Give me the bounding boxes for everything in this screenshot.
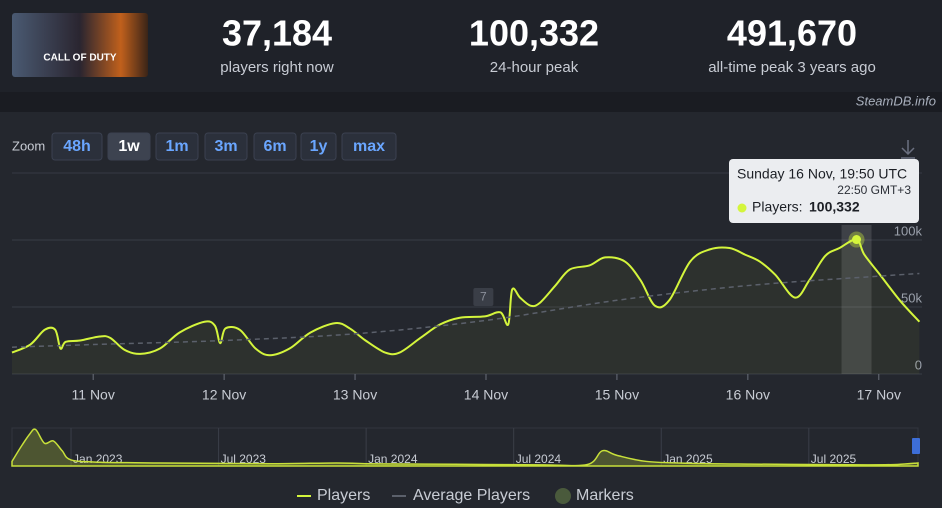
zoom-button-label[interactable]: max <box>353 138 385 155</box>
navigator-area <box>11 428 919 467</box>
zoom-button-label[interactable]: 1m <box>165 138 188 155</box>
zoom-button[interactable] <box>204 132 248 161</box>
legend-label[interactable]: Average Players <box>413 487 530 504</box>
x-tick-label: 14 Nov <box>464 387 508 403</box>
stat-label: all-time peak 3 years ago <box>708 59 876 76</box>
hover-band <box>841 225 872 374</box>
tooltip-label: Players: <box>752 199 803 215</box>
peak-point <box>852 235 862 245</box>
zoom-button[interactable] <box>155 132 199 161</box>
navigator-tick-label: Jul 2023 <box>221 452 267 466</box>
players-line <box>11 238 921 357</box>
source[interactable]: SteamDB.info <box>856 93 936 108</box>
zoom-button[interactable] <box>341 132 397 161</box>
tooltip-box <box>729 159 919 223</box>
x-tick-label: 15 Nov <box>595 387 639 403</box>
navigator-handle[interactable] <box>912 438 920 454</box>
x-tick-label: 17 Nov <box>857 387 901 403</box>
x-tick-label: 16 Nov <box>726 387 770 403</box>
marker-label[interactable]: 7 <box>480 290 487 304</box>
tooltip-subtitle: 22:50 GMT+3 <box>837 183 911 197</box>
zoom-button-label[interactable]: 6m <box>263 138 286 155</box>
legend: Players Average Players Markers <box>297 487 634 504</box>
stat-value: 491,670 <box>727 13 857 54</box>
x-tick-label: 13 Nov <box>333 387 377 403</box>
zoom-button[interactable] <box>51 132 103 161</box>
y-tick-label: 0 <box>915 357 922 372</box>
header-bar <box>0 0 942 92</box>
legend-label[interactable]: Markers <box>576 487 634 504</box>
stat-value: 37,184 <box>222 13 332 54</box>
stats: 37,184 players right now 100,332 24-hour pe… <box>220 13 875 76</box>
tooltip-value: 100,332 <box>809 199 860 215</box>
y-tick-label: 100k <box>894 223 923 238</box>
download-icon[interactable] <box>901 140 915 159</box>
zoom-button[interactable] <box>107 132 151 161</box>
navigator-tick-label: Jan 2024 <box>368 452 418 466</box>
x-tick-label: 12 Nov <box>202 387 246 403</box>
marker[interactable] <box>473 288 494 306</box>
zoom-button[interactable] <box>253 132 297 161</box>
legend-swatch <box>555 488 571 504</box>
stat-value: 100,332 <box>469 13 599 54</box>
navigator-tick-label: Jul 2025 <box>811 452 857 466</box>
stat-label: players right now <box>220 59 334 76</box>
zoom-button-label[interactable]: 1w <box>118 138 140 155</box>
tooltip-title: Sunday 16 Nov, 19:50 UTC <box>737 166 907 182</box>
game-thumbnail[interactable] <box>12 13 148 77</box>
zoom-button[interactable] <box>300 132 337 161</box>
tooltip-swatch <box>737 203 747 213</box>
stat-label: 24-hour peak <box>490 59 579 76</box>
zoom-buttons: 48h 1w 1m 3m 6m 1y max <box>51 132 397 161</box>
navigator: Jan 2023 Jul 2023 Jan 2024 Jul 2024 Jan 2025… <box>11 427 920 467</box>
thumbnail-text: CALL OF DUTY <box>43 53 116 64</box>
legend-label[interactable]: Players <box>317 487 370 504</box>
zoom-button-label[interactable]: 1y <box>310 138 328 155</box>
x-tick-label: 11 Nov <box>72 387 115 403</box>
navigator-tick-label: Jul 2024 <box>516 452 562 466</box>
zoom-button-label[interactable]: 3m <box>214 138 237 155</box>
zoom-label: Zoom <box>12 138 45 153</box>
zoom-button-label[interactable]: 48h <box>63 138 91 155</box>
average-line <box>11 272 920 348</box>
main-chart: 0 50k 100k 11 Nov 12 Nov 13 Nov 14 Nov 15 Nov 16… <box>11 159 923 403</box>
y-tick-label: 50k <box>901 290 922 305</box>
